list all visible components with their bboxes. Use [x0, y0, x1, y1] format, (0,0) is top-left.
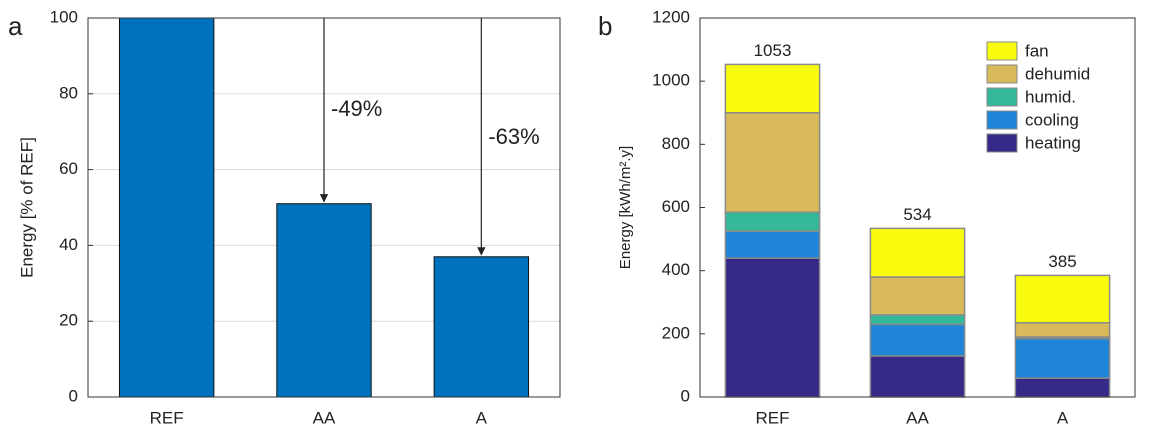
y-tick-label: 1200 — [652, 7, 690, 26]
bar-segment — [1014, 377, 1111, 398]
legend-swatch — [986, 133, 1018, 153]
total-label: 385 — [1048, 252, 1076, 271]
x-tick-label: AA — [313, 408, 336, 427]
y-tick-label: 40 — [59, 235, 78, 254]
x-tick-label: A — [1057, 408, 1069, 427]
legend-label: cooling — [1025, 110, 1079, 129]
bar-segment — [869, 323, 966, 357]
panel-label: b — [598, 11, 612, 41]
bar-segment — [1014, 337, 1111, 379]
y-tick-label: 20 — [59, 311, 78, 330]
y-tick-label: 600 — [662, 197, 690, 216]
bar-segment — [724, 211, 821, 232]
legend-swatch — [986, 41, 1018, 61]
annotation: -49% — [331, 96, 382, 121]
y-tick-label: 80 — [59, 83, 78, 102]
legend-swatch — [986, 64, 1018, 84]
x-tick-label: AA — [906, 408, 929, 427]
annotation: -63% — [488, 124, 539, 149]
bar — [433, 256, 530, 398]
y-axis-label: Energy [kWh/m².y] — [617, 146, 634, 269]
y-tick-label: 200 — [662, 323, 690, 342]
legend-label: fan — [1025, 41, 1049, 60]
legend-label: humid. — [1025, 87, 1076, 106]
bar-segment — [1014, 322, 1111, 338]
y-tick-label: 1000 — [652, 71, 690, 90]
x-tick-label: REF — [150, 408, 184, 427]
plot-frame — [87, 17, 561, 398]
bar-segment — [1014, 274, 1111, 324]
x-tick-label: REF — [756, 408, 790, 427]
y-tick-label: 60 — [59, 159, 78, 178]
legend-swatch — [986, 87, 1018, 107]
y-tick-label: 0 — [69, 386, 78, 405]
bar — [276, 203, 372, 398]
bar-segment — [724, 257, 821, 398]
bar-segment — [869, 276, 966, 316]
legend-label: dehumid — [1025, 64, 1090, 83]
plot-frame — [699, 17, 1136, 398]
bar-segment — [869, 355, 966, 398]
x-tick-label: A — [476, 408, 488, 427]
y-tick-label: 100 — [50, 7, 78, 26]
bar — [118, 17, 215, 398]
total-label: 534 — [903, 205, 931, 224]
y-tick-label: 400 — [662, 260, 690, 279]
legend-swatch — [986, 110, 1018, 130]
bar-segment — [869, 314, 966, 326]
legend-label: heating — [1025, 133, 1081, 152]
total-label: 1053 — [754, 41, 792, 60]
bar-segment — [869, 227, 966, 278]
y-axis-label: Energy [% of REF] — [17, 137, 36, 278]
y-tick-label: 0 — [681, 386, 690, 405]
bar-segment — [724, 230, 821, 259]
panel-label: a — [8, 11, 23, 41]
bar-segment — [724, 112, 821, 213]
y-tick-label: 800 — [662, 134, 690, 153]
bar-segment — [724, 63, 821, 114]
